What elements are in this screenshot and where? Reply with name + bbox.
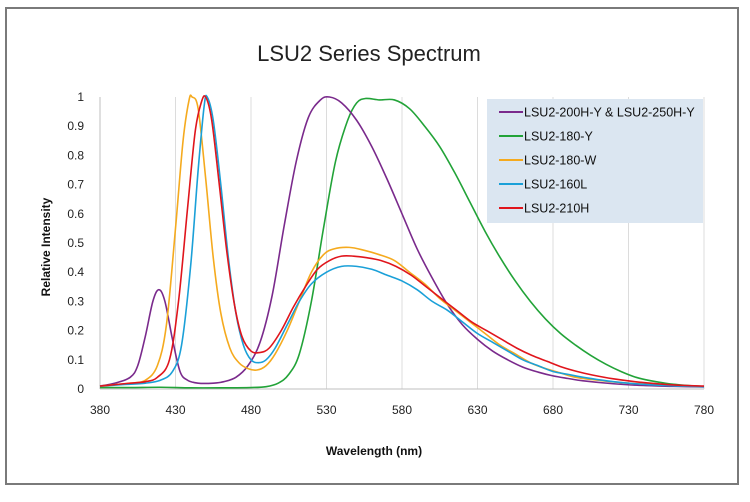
legend-label: LSU2-180-Y: [524, 130, 593, 144]
x-axis-title: Wavelength (nm): [326, 444, 422, 458]
x-tick-label: 430: [165, 403, 185, 417]
legend-label: LSU2-160L: [524, 178, 587, 192]
y-tick-label: 0.5: [67, 236, 84, 250]
chart-title: LSU2 Series Spectrum: [257, 41, 481, 66]
legend: LSU2-200H-Y & LSU2-250H-Y LSU2-180-Y LSU2-…: [487, 99, 703, 223]
y-tick-label: 0: [77, 382, 84, 396]
series-group: [99, 94, 705, 389]
y-tick-label: 0.2: [67, 324, 84, 338]
y-tick-label: 0.3: [67, 294, 84, 308]
series-line-lsu2-180-y: [99, 97, 705, 389]
x-tick-label: 680: [543, 403, 563, 417]
series-line-lsu2-200h-y-lsu2-250h-y: [99, 95, 705, 388]
series-line-lsu2-210h: [99, 95, 705, 387]
x-tick-label: 630: [467, 403, 487, 417]
x-tick-label: 530: [316, 403, 336, 417]
y-axis-title: Relative Intensity: [39, 197, 53, 296]
legend-label: LSU2-210H: [524, 202, 589, 216]
y-tick-label: 0.9: [67, 119, 84, 133]
y-tick-label: 0.7: [67, 178, 84, 192]
y-tick-label: 0.1: [67, 353, 84, 367]
x-tick-label: 730: [618, 403, 638, 417]
legend-label: LSU2-200H-Y & LSU2-250H-Y: [524, 106, 695, 120]
y-tick-label: 0.6: [67, 207, 84, 221]
x-tick-label: 780: [694, 403, 714, 417]
x-tick-label: 380: [90, 403, 110, 417]
y-tick-label: 0.4: [67, 265, 84, 279]
x-tick-label: 480: [241, 403, 261, 417]
axes: 380 430 480 530 580 630 680 730 780 0 0.1 0.2 0.3 0.4…: [67, 90, 714, 417]
y-tick-label: 1: [77, 90, 84, 104]
series-line-lsu2-160l: [99, 94, 705, 388]
y-tick-label: 0.8: [67, 148, 84, 162]
legend-label: LSU2-180-W: [524, 154, 596, 168]
series-line-lsu2-180-w: [99, 94, 705, 388]
x-tick-label: 580: [392, 403, 412, 417]
chart-frame: LSU2 Series Spectrum 380 430 480 530 580 630 6…: [5, 7, 739, 485]
chart: LSU2 Series Spectrum 380 430 480 530 580 630 6…: [39, 41, 714, 458]
